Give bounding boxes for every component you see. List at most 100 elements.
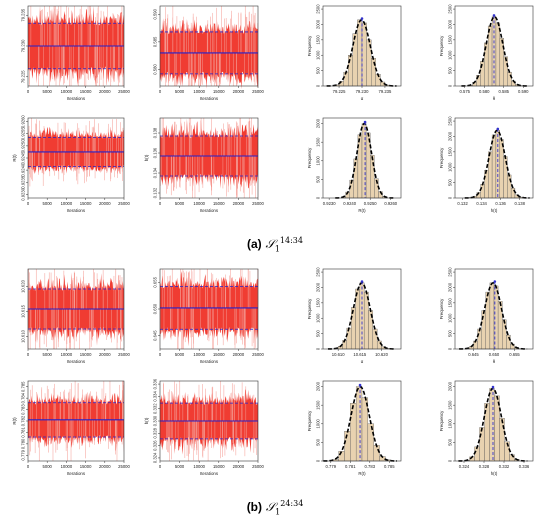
x-tick-label: 10000 — [61, 89, 73, 94]
x-axis-label: Iterations — [67, 96, 86, 101]
x-tick-label: 0.650 — [489, 352, 500, 357]
y-tick-label: 1000 — [448, 50, 453, 60]
x-axis-label: R(t) — [358, 208, 366, 213]
mean-point — [358, 383, 362, 387]
x-tick-label: 0.785 — [384, 464, 395, 469]
y-tick-label: 0.9240 — [21, 163, 26, 176]
mean-point — [363, 120, 367, 124]
y-tick-label: 0 — [316, 196, 321, 199]
y-axis-label: Frequency — [439, 35, 444, 57]
y-tick-label: 0.650 — [153, 303, 158, 314]
panel-a-trace-h: 0 5000 10000 15000 20000 25000 0.132 0.134 0.136… — [144, 117, 264, 213]
y-tick-label: 2000 — [316, 19, 321, 29]
y-tick-label: 500 — [448, 178, 453, 186]
x-tick-label: 0 — [27, 352, 30, 357]
axes-frame — [159, 117, 259, 199]
x-tick-label: 25000 — [252, 201, 264, 206]
histogram-bar — [346, 327, 352, 350]
x-tick-label: 0.580 — [479, 89, 490, 94]
y-tick-label: 2500 — [448, 4, 453, 14]
x-tick-label: 15000 — [80, 464, 92, 469]
y-tick-label: 0.324 — [153, 452, 158, 463]
x-tick-label: 79.225 — [333, 89, 346, 94]
y-tick-label: 0 — [448, 84, 453, 87]
panel-b-trace-R: 0 5000 10000 15000 20000 25000 0.7790.7800.781… — [12, 380, 130, 476]
x-tick-label: 5000 — [175, 352, 185, 357]
x-tick-label: 15000 — [80, 201, 92, 206]
x-tick-label: 0.9230 — [323, 201, 336, 206]
y-tick-label: 0 — [316, 459, 321, 462]
x-tick-label: 0 — [27, 89, 30, 94]
panel-b-hist-theta: 0.645 0.650 0.655 0 500 1000 1500 2000 2500 θ Freq… — [439, 267, 534, 364]
panel-a-trace-R: 0 5000 10000 15000 20000 250000.92300.92350.9… — [12, 115, 130, 213]
y-tick-label: 2500 — [448, 116, 453, 126]
y-tick-label: 0.655 — [153, 276, 158, 287]
histogram-bar — [489, 388, 495, 462]
x-tick-label: 0.136 — [495, 201, 506, 206]
caption-b-label: (b) — [246, 500, 263, 514]
y-tick-label: 500 — [316, 438, 321, 446]
caption-b-symbol: 𝒮 — [265, 500, 276, 514]
panel-a-trace-alpha: 0 5000 10000 15000 20000 25000 79.225 79.230 79.… — [21, 5, 130, 101]
y-tick-label: 1000 — [316, 313, 321, 323]
histogram-bar — [357, 134, 363, 199]
y-tick-label: 0.590 — [153, 8, 158, 19]
x-axis-label: Iterations — [67, 359, 86, 364]
y-tick-label: 500 — [448, 66, 453, 74]
y-tick-label: 2000 — [316, 282, 321, 292]
caption-a-sub: 1 — [274, 244, 280, 254]
x-tick-label: 10000 — [193, 201, 205, 206]
y-tick-label: 0.580 — [153, 64, 158, 75]
x-axis-label: Iterations — [200, 96, 219, 101]
x-tick-label: 25000 — [118, 352, 130, 357]
histogram-bar — [479, 427, 485, 462]
x-tick-label: 0 — [159, 352, 162, 357]
x-axis-label: Iterations — [200, 471, 219, 476]
x-tick-label: 20000 — [99, 352, 111, 357]
x-tick-label: 0.9260 — [384, 201, 397, 206]
x-tick-label: 10000 — [193, 464, 205, 469]
x-tick-label: 10000 — [193, 89, 205, 94]
y-tick-label: 1000 — [316, 50, 321, 60]
mean-point — [360, 280, 364, 283]
y-tick-label: 2500 — [316, 267, 321, 277]
y-tick-label: 0.334 — [153, 390, 158, 401]
x-tick-label: 5000 — [43, 352, 53, 357]
axes-frame — [454, 117, 534, 199]
y-tick-label: 10.620 — [21, 279, 26, 292]
y-axis-label: Frequency — [307, 298, 312, 320]
caption-a-symbol: 𝒮 — [265, 237, 275, 251]
y-tick-label: 500 — [316, 66, 321, 74]
axes-frame — [159, 5, 259, 87]
y-tick-label: 1000 — [316, 418, 321, 428]
mean-point — [496, 127, 500, 131]
axes-frame — [454, 380, 534, 462]
x-tick-label: 5000 — [175, 89, 185, 94]
x-axis-label: Iterations — [67, 471, 86, 476]
y-tick-label: 0.785 — [21, 381, 26, 392]
x-tick-label: 15000 — [213, 464, 225, 469]
x-tick-label: 0.590 — [518, 89, 529, 94]
x-axis-label: Iterations — [200, 208, 219, 213]
x-tick-label: 0.783 — [365, 464, 376, 469]
y-tick-label: 1000 — [448, 162, 453, 172]
y-tick-label: 0.134 — [153, 167, 158, 178]
y-tick-label: 500 — [316, 329, 321, 337]
x-tick-label: 0.585 — [499, 89, 510, 94]
x-tick-label: 25000 — [118, 89, 130, 94]
x-axis-label: Iterations — [67, 208, 86, 213]
x-axis-label: Iterations — [200, 359, 219, 364]
y-tick-label: 10.610 — [21, 329, 26, 342]
panel-b-hist-alpha: 10.610 10.615 10.620 0 500 1000 1500 2000 2500 α F… — [307, 267, 402, 364]
y-tick-label: 0.784 — [21, 392, 26, 403]
y-tick-label: 0.9250 — [21, 139, 26, 152]
y-tick-label: 1500 — [448, 298, 453, 308]
x-tick-label: 0.324 — [459, 464, 470, 469]
density-curve — [459, 281, 528, 350]
histogram-bar — [502, 319, 507, 350]
caption-b-sup: 24:34 — [280, 499, 304, 508]
x-tick-label: 0.645 — [468, 352, 479, 357]
panel-b-trace-alpha: 0 5000 10000 15000 20000 25000 10.610 10.615 10.… — [21, 268, 130, 364]
y-tick-label: 0 — [316, 84, 321, 87]
axes-frame — [454, 5, 534, 87]
